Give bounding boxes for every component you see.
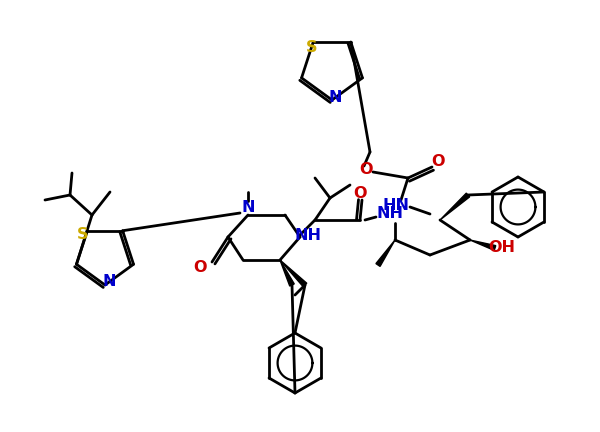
Text: OH: OH (488, 241, 515, 255)
Polygon shape (280, 260, 307, 287)
Text: N: N (102, 274, 116, 289)
Text: O: O (353, 185, 367, 200)
Text: HN: HN (383, 197, 409, 213)
Text: NH: NH (377, 206, 404, 220)
Text: S: S (305, 40, 317, 54)
Text: N: N (241, 200, 255, 215)
Text: O: O (359, 162, 373, 178)
Text: NH: NH (295, 228, 322, 242)
Text: N: N (328, 89, 342, 105)
Text: O: O (193, 260, 207, 274)
Polygon shape (470, 240, 496, 251)
Text: S: S (77, 227, 88, 242)
Text: O: O (431, 155, 445, 169)
Polygon shape (280, 260, 294, 286)
Polygon shape (440, 193, 470, 220)
Polygon shape (376, 240, 395, 267)
